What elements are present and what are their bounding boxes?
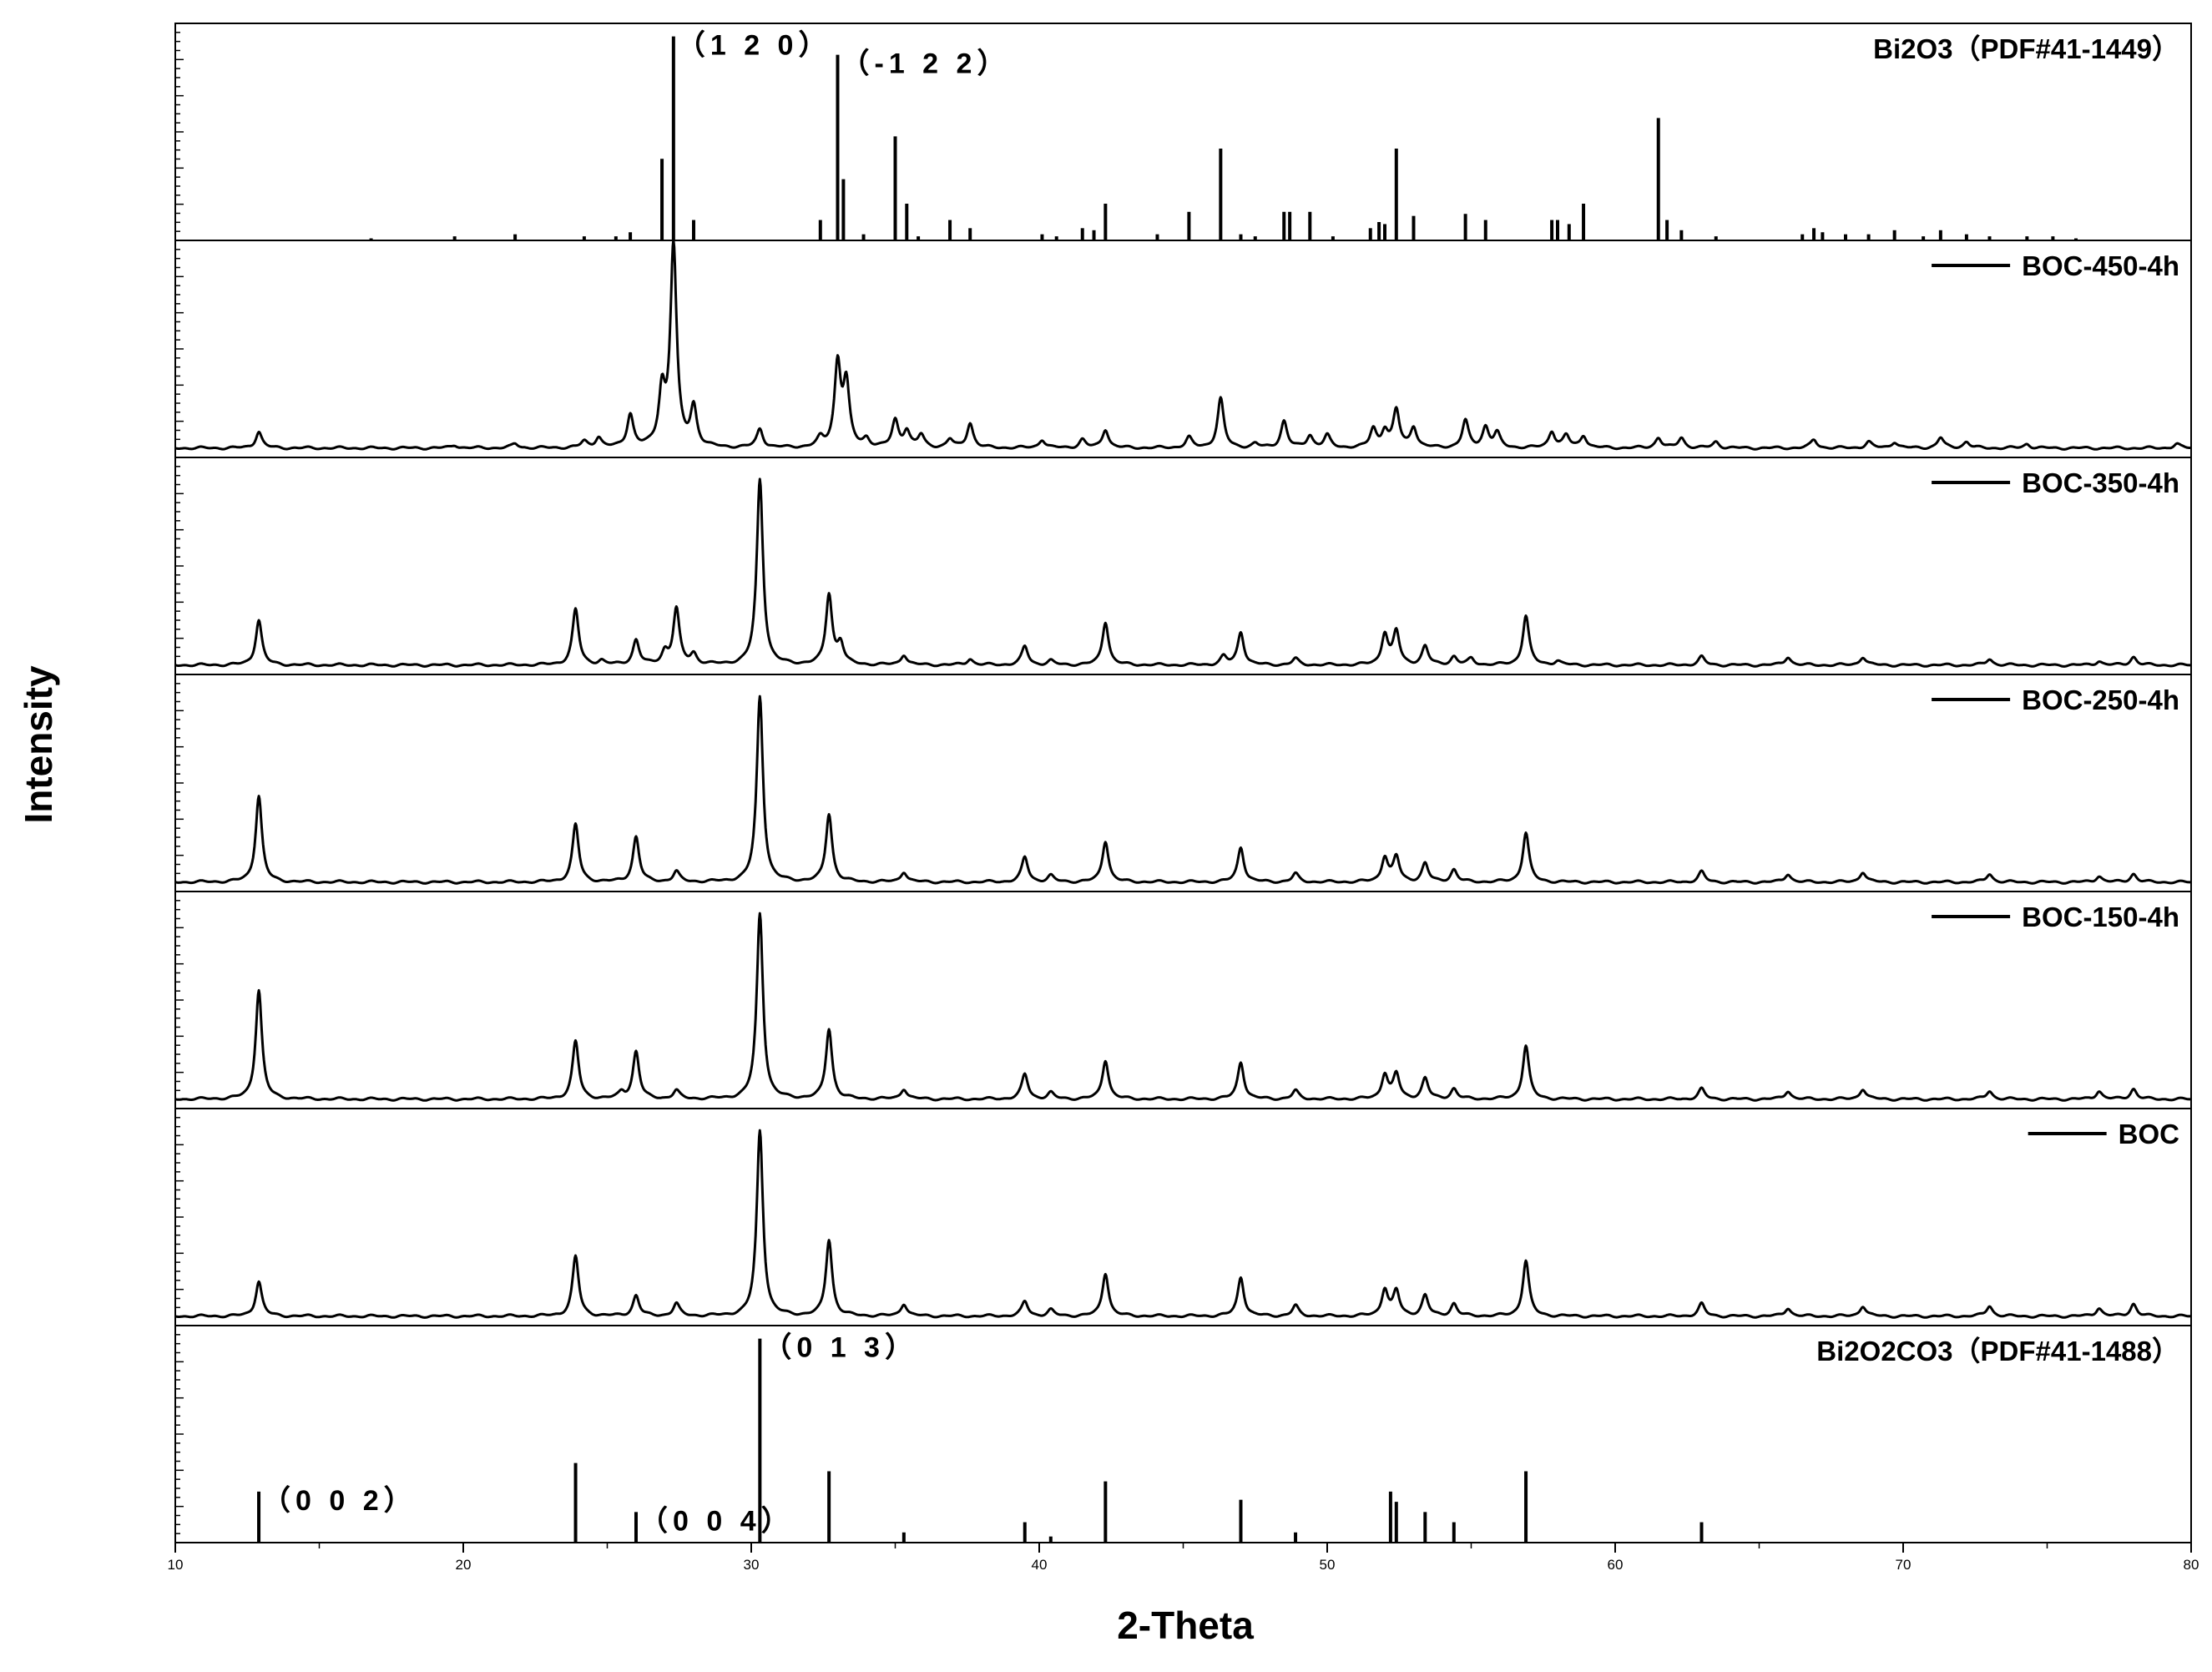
panel-frame: [174, 240, 2192, 458]
panel-4: BOC-150-4h: [174, 891, 2192, 1109]
x-tick-label: 60: [1608, 1557, 1624, 1573]
panel-label: Bi2O3（PDF#41-1449）: [1873, 33, 2179, 64]
peak-annotation: （0 0 4）: [639, 1504, 795, 1537]
panel-0: Bi2O3（PDF#41-1449） （1 2 0） （-1 2 2）: [174, 23, 2192, 241]
panel-1: BOC-450-4h: [174, 238, 2192, 458]
peak-annotation: （0 1 3）: [763, 1331, 918, 1364]
x-tick-label: 30: [744, 1557, 760, 1573]
panel-frame: [174, 1108, 2192, 1326]
peak-annotation: （0 0 2）: [262, 1484, 417, 1517]
panels-group: Bi2O3（PDF#41-1449） （1 2 0） （-1 2 2） BOC-450…: [174, 23, 2192, 1543]
panel-label: BOC-450-4h: [2022, 250, 2179, 281]
pattern-line: [174, 912, 2192, 1102]
panel-label: BOC: [2119, 1119, 2179, 1149]
peak-annotation: （1 2 0）: [677, 29, 832, 62]
panel-5: BOC: [174, 1108, 2192, 1326]
panel-3: BOC-250-4h: [174, 674, 2192, 892]
pattern-line: [174, 695, 2192, 885]
panel-frame: [174, 457, 2192, 675]
panel-frame: [174, 674, 2192, 892]
panel-label: BOC-150-4h: [2022, 902, 2179, 932]
panel-frame: [174, 891, 2192, 1109]
panel-label: Bi2O2CO3（PDF#41-1488）: [1816, 1336, 2179, 1366]
panel-label: BOC-350-4h: [2022, 467, 2179, 498]
x-tick-label: 40: [1032, 1557, 1048, 1573]
panel-label: BOC-250-4h: [2022, 684, 2179, 715]
panel-6: Bi2O2CO3（PDF#41-1488） （0 0 2） （0 0 4） （0 1 …: [174, 1325, 2192, 1543]
x-tick-label: 10: [168, 1557, 184, 1573]
panel-2: BOC-350-4h: [174, 457, 2192, 675]
x-axis: 10 20 30 40 50 60 70 80: [168, 1543, 2199, 1573]
x-tick-label: 50: [1320, 1557, 1336, 1573]
x-tick-label: 20: [456, 1557, 472, 1573]
pattern-line: [174, 1129, 2192, 1319]
x-tick-label: 80: [2184, 1557, 2199, 1573]
y-axis-label: Intensity: [17, 665, 60, 824]
peak-annotation: （-1 2 2）: [841, 48, 1011, 80]
x-tick-label: 70: [1896, 1557, 1912, 1573]
x-axis-label: 2-Theta: [1117, 1604, 1254, 1647]
pattern-line: [174, 238, 2192, 451]
pattern-line: [174, 477, 2192, 668]
